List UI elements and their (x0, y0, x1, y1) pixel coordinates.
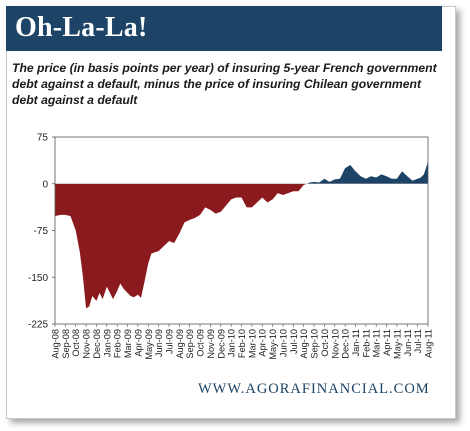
x-tick-label: Jun-10 (278, 329, 288, 357)
x-tick-label: Mar-09 (123, 329, 133, 358)
x-tick-label: Jul-09 (164, 329, 174, 354)
source-footer: WWW.AGORAFINANCIAL.COM (198, 381, 430, 397)
x-tick-label: Aug-11 (424, 329, 434, 358)
x-tick-label: Sep-09 (185, 329, 195, 359)
x-tick-label: Jul-10 (289, 329, 299, 354)
area-negative (55, 183, 428, 309)
y-tick-label: -150 (28, 273, 48, 284)
x-tick-label: May-10 (268, 329, 278, 360)
x-tick-label: Feb-09 (113, 329, 123, 358)
x-tick-label: Nov-08 (82, 329, 92, 359)
title-bar: Oh-La-La! (6, 6, 442, 51)
x-tick-label: Nov-09 (206, 329, 216, 359)
x-tick-label: Dec-09 (216, 329, 226, 359)
x-tick-label: Jun-09 (154, 329, 164, 357)
x-tick-label: Jan-10 (227, 329, 237, 357)
x-tick-label: May-09 (144, 329, 154, 360)
y-tick-label: -75 (34, 226, 49, 237)
area-positive (55, 161, 428, 184)
x-tick-label: May-11 (392, 329, 402, 359)
x-tick-label: Dec-08 (92, 329, 102, 359)
page-title: Oh-La-La! (15, 12, 148, 43)
x-tick-label: Apr-11 (382, 329, 392, 356)
y-tick-label: 0 (42, 179, 48, 190)
x-tick-label: Mar-10 (247, 329, 257, 358)
x-tick-label: Oct-08 (71, 329, 81, 357)
x-tick-label: Mar-11 (372, 329, 382, 357)
x-tick-label: Jun-11 (403, 329, 413, 356)
x-tick-label: Jan-09 (102, 329, 112, 357)
x-tick-label: Apr-09 (133, 329, 143, 357)
x-tick-label: Jul-11 (413, 329, 423, 353)
x-tick-label: Aug-09 (175, 329, 185, 359)
chart-subtitle: The price (in basis points per year) of … (12, 61, 437, 107)
x-tick-label: Oct-09 (196, 329, 206, 357)
x-tick-label: Sep-10 (310, 329, 320, 359)
x-tick-label: Nov-10 (330, 329, 340, 359)
x-tick-label: Oct-10 (320, 329, 330, 357)
y-tick-label: -225 (28, 320, 48, 331)
x-tick-label: Sep-08 (61, 329, 71, 359)
x-tick-label: Aug-08 (51, 329, 61, 359)
y-tick-label: 75 (37, 133, 49, 144)
x-tick-label: Feb-11 (361, 329, 371, 357)
x-tick-label: Jan-11 (351, 329, 361, 356)
x-tick-label: Aug-10 (299, 329, 309, 359)
x-tick-label: Apr-10 (258, 329, 268, 357)
x-tick-label: Dec-10 (341, 329, 351, 359)
x-tick-label: Feb-10 (237, 329, 247, 358)
